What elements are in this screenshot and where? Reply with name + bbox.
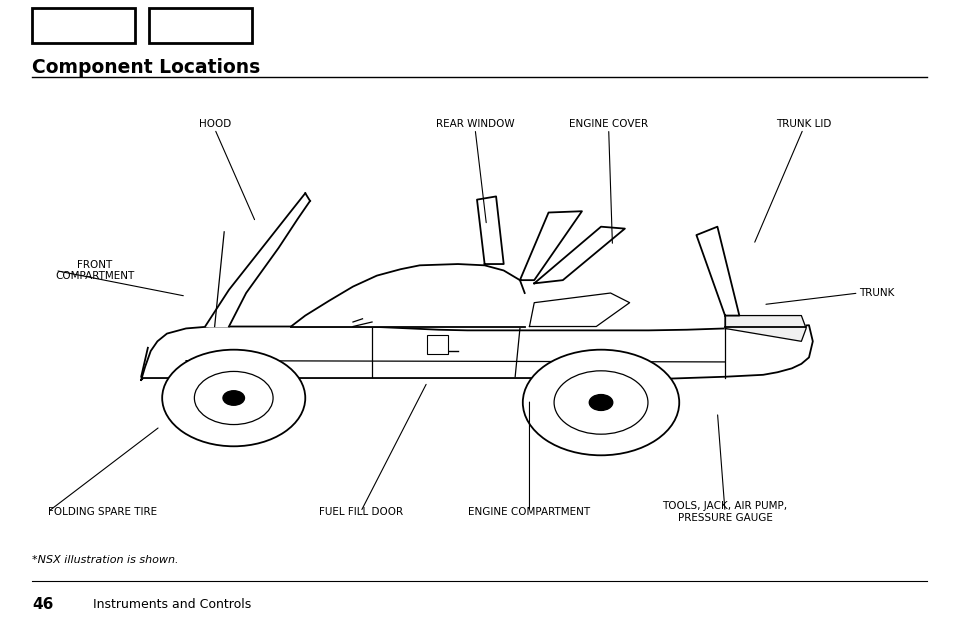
Text: ENGINE COVER: ENGINE COVER (569, 118, 647, 129)
Circle shape (162, 350, 305, 446)
Circle shape (522, 350, 679, 455)
Text: TOOLS, JACK, AIR PUMP,
PRESSURE GAUGE: TOOLS, JACK, AIR PUMP, PRESSURE GAUGE (661, 501, 787, 523)
Polygon shape (476, 196, 503, 264)
Text: ENGINE COMPARTMENT: ENGINE COMPARTMENT (468, 507, 590, 517)
Polygon shape (519, 211, 581, 280)
Text: TRUNK LID: TRUNK LID (775, 118, 830, 129)
Text: HOOD: HOOD (198, 118, 231, 129)
Text: Instruments and Controls: Instruments and Controls (93, 598, 252, 611)
Bar (149, 8, 252, 43)
Circle shape (194, 372, 273, 424)
Text: FUEL FILL DOOR: FUEL FILL DOOR (318, 507, 402, 517)
Text: Component Locations: Component Locations (32, 58, 260, 77)
Polygon shape (291, 264, 524, 327)
Polygon shape (205, 193, 310, 327)
Circle shape (589, 395, 612, 410)
Circle shape (223, 391, 244, 405)
Text: FOLDING SPARE TIRE: FOLDING SPARE TIRE (48, 507, 156, 517)
Polygon shape (534, 227, 624, 283)
Text: *NSX illustration is shown.: *NSX illustration is shown. (32, 555, 179, 565)
Text: FRONT
COMPARTMENT: FRONT COMPARTMENT (55, 260, 134, 281)
Text: 46: 46 (32, 596, 53, 612)
Bar (32, 8, 135, 43)
Text: REAR WINDOW: REAR WINDOW (436, 118, 514, 129)
Circle shape (554, 371, 647, 434)
Text: TRUNK: TRUNK (858, 288, 893, 298)
Bar (427, 335, 448, 354)
Polygon shape (141, 325, 812, 380)
Polygon shape (696, 227, 739, 316)
Polygon shape (724, 316, 805, 341)
